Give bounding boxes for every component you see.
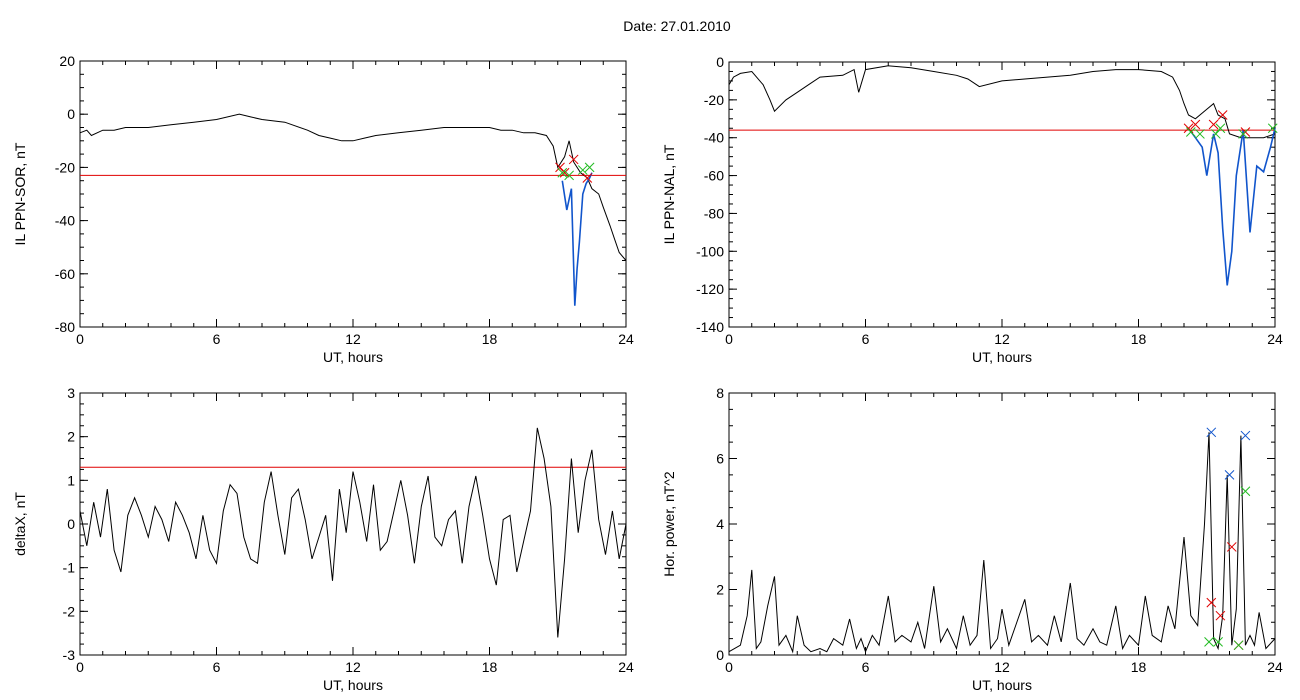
y-tick-label: 8	[716, 385, 724, 401]
y-tick-label: 0	[67, 106, 75, 122]
x-tick-label: 12	[994, 659, 1010, 675]
x-tick-label: 12	[345, 659, 361, 675]
y-axis-label: deltaX, nT	[12, 492, 28, 556]
y-tick-label: 0	[67, 516, 75, 532]
x-axis-label: UT, hours	[323, 349, 383, 365]
x-tick-label: 12	[994, 331, 1010, 347]
x-tick-label: 6	[213, 331, 221, 347]
blue-x-marker	[1240, 430, 1251, 441]
y-axis-label: IL PPN-NAL, nT	[661, 144, 677, 244]
red-x-marker	[559, 167, 570, 178]
y-tick-label: 0	[716, 54, 724, 70]
green-x-marker	[557, 167, 568, 178]
x-tick-label: 0	[76, 659, 84, 675]
green-x-marker	[584, 162, 595, 173]
y-tick-label: -140	[696, 319, 724, 335]
green-x-marker	[1238, 129, 1249, 139]
x-axis-label: UT, hours	[972, 677, 1032, 693]
page-title: Date: 27.01.2010	[623, 18, 731, 34]
y-tick-label: -40	[55, 213, 75, 229]
x-tick-label: 18	[1131, 659, 1147, 675]
y-tick-label: -3	[63, 647, 76, 663]
y-tick-label: -20	[704, 92, 724, 108]
y-tick-label: -20	[55, 159, 75, 175]
plot-frame	[728, 392, 1276, 656]
chart-panel-4: 0 6 12 18 24 8 6 4 2 0 UT, hours Hor. power, nT^2	[661, 385, 1283, 693]
green-x-marker	[1213, 637, 1223, 647]
y-tick-label: -100	[696, 243, 724, 259]
chart-panel-1: 0 6 12 18 24 20 0 -20 -40 -60 -80 UT, hours IL PPN-S…	[12, 53, 634, 365]
blue-x-marker	[1206, 427, 1217, 438]
red-x-marker	[1208, 119, 1219, 130]
x-tick-label: 24	[618, 659, 634, 675]
green-x-marker	[1185, 127, 1196, 137]
x-tick-label: 18	[482, 659, 498, 675]
x-axis-label: UT, hours	[972, 349, 1032, 365]
red-x-marker	[1190, 119, 1201, 130]
y-tick-label: 20	[59, 53, 75, 69]
x-tick-label: 18	[482, 331, 498, 347]
green-x-marker	[1267, 123, 1278, 134]
chart-panel-3: 0 6 12 18 24 3 2 1 0 -1 -2 -3 UT, hours deltaX, nT	[12, 385, 634, 693]
plot-frame	[79, 392, 627, 656]
y-tick-label: 1	[67, 472, 75, 488]
y-tick-label: 3	[67, 385, 75, 401]
series-line-2	[1187, 127, 1276, 286]
x-tick-label: 24	[618, 331, 634, 347]
green-x-marker	[1195, 129, 1205, 139]
y-tick-label: -2	[63, 603, 76, 619]
green-x-marker	[1240, 486, 1251, 497]
red-x-marker	[1217, 110, 1228, 120]
y-tick-label: 6	[716, 451, 724, 467]
red-x-marker	[1206, 597, 1217, 608]
x-tick-label: 6	[862, 659, 870, 675]
y-tick-label: -120	[696, 281, 724, 297]
y-tick-label: 4	[716, 516, 724, 532]
series-line-2	[561, 172, 593, 306]
plot-frame	[728, 61, 1276, 328]
red-x-marker	[555, 162, 565, 173]
y-tick-label: -80	[704, 205, 724, 221]
y-tick-label: -1	[63, 560, 76, 576]
series-line-1	[79, 427, 627, 638]
y-tick-label: -40	[704, 130, 724, 146]
y-tick-label: 2	[67, 429, 75, 445]
series-line-1	[728, 432, 1276, 654]
red-x-marker	[1226, 542, 1237, 552]
green-x-marker	[1204, 637, 1214, 647]
y-tick-label: -60	[55, 266, 75, 282]
chart-panel-2: 0 6 12 18 24 0 -20 -40 -60 -80 -100 -120 -140 UT, hou…	[661, 54, 1283, 365]
red-x-marker	[568, 154, 579, 165]
series-line-1	[79, 113, 627, 261]
x-tick-label: 6	[862, 331, 870, 347]
x-tick-label: 6	[213, 659, 221, 675]
green-x-marker	[1233, 640, 1244, 651]
y-tick-label: -80	[55, 319, 75, 335]
green-x-marker	[1210, 129, 1221, 139]
y-axis-label: Hor. power, nT^2	[661, 471, 677, 577]
green-x-marker	[564, 170, 574, 181]
series-line-1	[728, 65, 1276, 139]
x-axis-label: UT, hours	[323, 677, 383, 693]
x-tick-label: 0	[725, 331, 733, 347]
red-x-marker	[1215, 610, 1226, 621]
x-tick-label: 0	[76, 331, 84, 347]
y-tick-label: -60	[704, 168, 724, 184]
x-tick-label: 12	[345, 331, 361, 347]
green-x-marker	[577, 165, 588, 175]
y-tick-label: 0	[716, 647, 724, 663]
blue-x-marker	[1224, 470, 1235, 480]
x-tick-label: 18	[1131, 331, 1147, 347]
x-tick-label: 24	[1267, 331, 1283, 347]
green-x-marker	[1215, 123, 1226, 134]
x-tick-label: 0	[725, 659, 733, 675]
red-x-marker	[582, 173, 593, 183]
y-tick-label: 2	[716, 582, 724, 598]
x-tick-label: 24	[1267, 659, 1283, 675]
y-axis-label: IL PPN-SOR, nT	[12, 142, 28, 245]
plot-frame	[79, 60, 627, 328]
